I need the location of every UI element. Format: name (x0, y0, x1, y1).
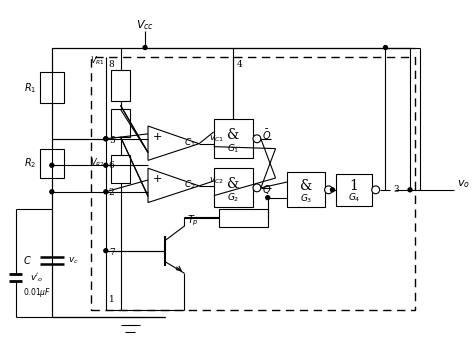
Text: $G_4$: $G_4$ (348, 192, 360, 204)
Circle shape (50, 190, 54, 194)
Circle shape (253, 135, 261, 143)
Circle shape (143, 46, 147, 49)
Text: 7: 7 (109, 248, 115, 257)
Bar (214, 119, 253, 158)
Bar (91, 57, 415, 310)
Text: $V_{R2}$: $V_{R2}$ (90, 156, 105, 168)
Circle shape (104, 249, 108, 253)
Polygon shape (148, 168, 199, 203)
Text: $v_{C1}$: $v_{C1}$ (209, 134, 224, 144)
Text: $\bar{Q}$: $\bar{Q}$ (262, 128, 272, 143)
Text: 8: 8 (109, 60, 115, 69)
Text: 6: 6 (109, 161, 115, 170)
Text: $V_{R1}$: $V_{R1}$ (90, 54, 105, 67)
Text: $C$: $C$ (23, 255, 32, 266)
Text: $V_{cc}$: $V_{cc}$ (136, 18, 154, 32)
Text: $v_{C2}$: $v_{C2}$ (209, 176, 224, 186)
Circle shape (104, 163, 108, 167)
Text: $C_2$: $C_2$ (184, 179, 196, 191)
Circle shape (266, 196, 270, 200)
Bar (111, 109, 130, 137)
Text: +: + (153, 174, 163, 184)
Text: $T_p$: $T_p$ (187, 214, 199, 228)
Text: 1: 1 (109, 295, 115, 304)
Bar (287, 172, 325, 207)
Circle shape (408, 188, 412, 192)
Circle shape (383, 46, 387, 49)
Circle shape (325, 186, 332, 194)
Text: 2: 2 (109, 188, 114, 197)
Text: $v_c$: $v_c$ (68, 255, 79, 266)
Bar (40, 72, 64, 103)
Bar (219, 210, 268, 227)
Bar (214, 168, 253, 207)
Text: 3: 3 (393, 185, 399, 194)
Text: 4: 4 (237, 60, 242, 69)
Text: $Q$: $Q$ (262, 183, 272, 196)
Text: &: & (300, 179, 312, 193)
Text: $G_1$: $G_1$ (227, 142, 240, 155)
Circle shape (330, 188, 335, 192)
Circle shape (372, 186, 380, 194)
Text: &: & (227, 128, 239, 142)
Text: $0.01\mu F$: $0.01\mu F$ (23, 286, 51, 300)
Text: $R_1$: $R_1$ (24, 81, 36, 95)
Text: $R_2$: $R_2$ (24, 156, 36, 170)
Circle shape (104, 190, 108, 194)
Text: $C_1$: $C_1$ (184, 136, 196, 149)
Text: 5: 5 (109, 136, 115, 145)
Bar (40, 149, 64, 178)
Text: +: + (153, 132, 163, 142)
Circle shape (50, 163, 54, 167)
Text: $G_3$: $G_3$ (300, 192, 312, 205)
Text: $v_o$: $v_o$ (457, 178, 470, 190)
Bar (337, 174, 372, 206)
Bar (111, 70, 130, 102)
Polygon shape (148, 126, 199, 160)
Text: &: & (227, 177, 239, 191)
Circle shape (253, 184, 261, 192)
Text: 1: 1 (350, 179, 358, 193)
Circle shape (104, 137, 108, 141)
Circle shape (104, 137, 108, 141)
Bar (111, 156, 130, 183)
Text: $G_2$: $G_2$ (227, 192, 239, 204)
Text: $v'_o$: $v'_o$ (30, 272, 44, 284)
